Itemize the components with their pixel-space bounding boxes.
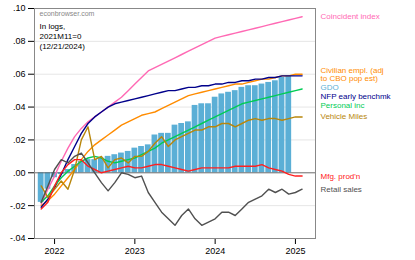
svg-text:.00: .00 [13,168,26,178]
svg-text:.10: .10 [13,3,26,13]
svg-text:2024: 2024 [205,246,225,256]
svg-text:.02: .02 [13,135,26,145]
svg-text:-.04: -.04 [10,233,26,243]
svg-text:Civilian empl. (adjto CBO pop: Civilian empl. (adjto CBO pop est) [321,66,384,83]
svg-text:Retail sales: Retail sales [321,185,362,194]
svg-text:GDO: GDO [321,83,339,92]
svg-text:Personal inc: Personal inc [321,101,365,110]
svg-text:In logs,2021M11=0(12/21/2024): In logs,2021M11=0(12/21/2024) [40,22,86,50]
svg-text:.08: .08 [13,36,26,46]
svg-text:NFP early benchmk: NFP early benchmk [321,92,392,101]
svg-text:2023: 2023 [125,246,145,256]
svg-text:.04: .04 [13,102,26,112]
svg-text:Mfg. prod'n: Mfg. prod'n [321,172,361,181]
svg-text:2025: 2025 [285,246,305,256]
svg-text:.06: .06 [13,69,26,79]
svg-text:Coincident index: Coincident index [321,12,380,21]
svg-text:Vehicle Miles: Vehicle Miles [321,112,368,121]
svg-text:2022: 2022 [45,246,65,256]
svg-text:econbrowser.com: econbrowser.com [40,10,95,17]
svg-text:-.02: -.02 [10,201,26,211]
